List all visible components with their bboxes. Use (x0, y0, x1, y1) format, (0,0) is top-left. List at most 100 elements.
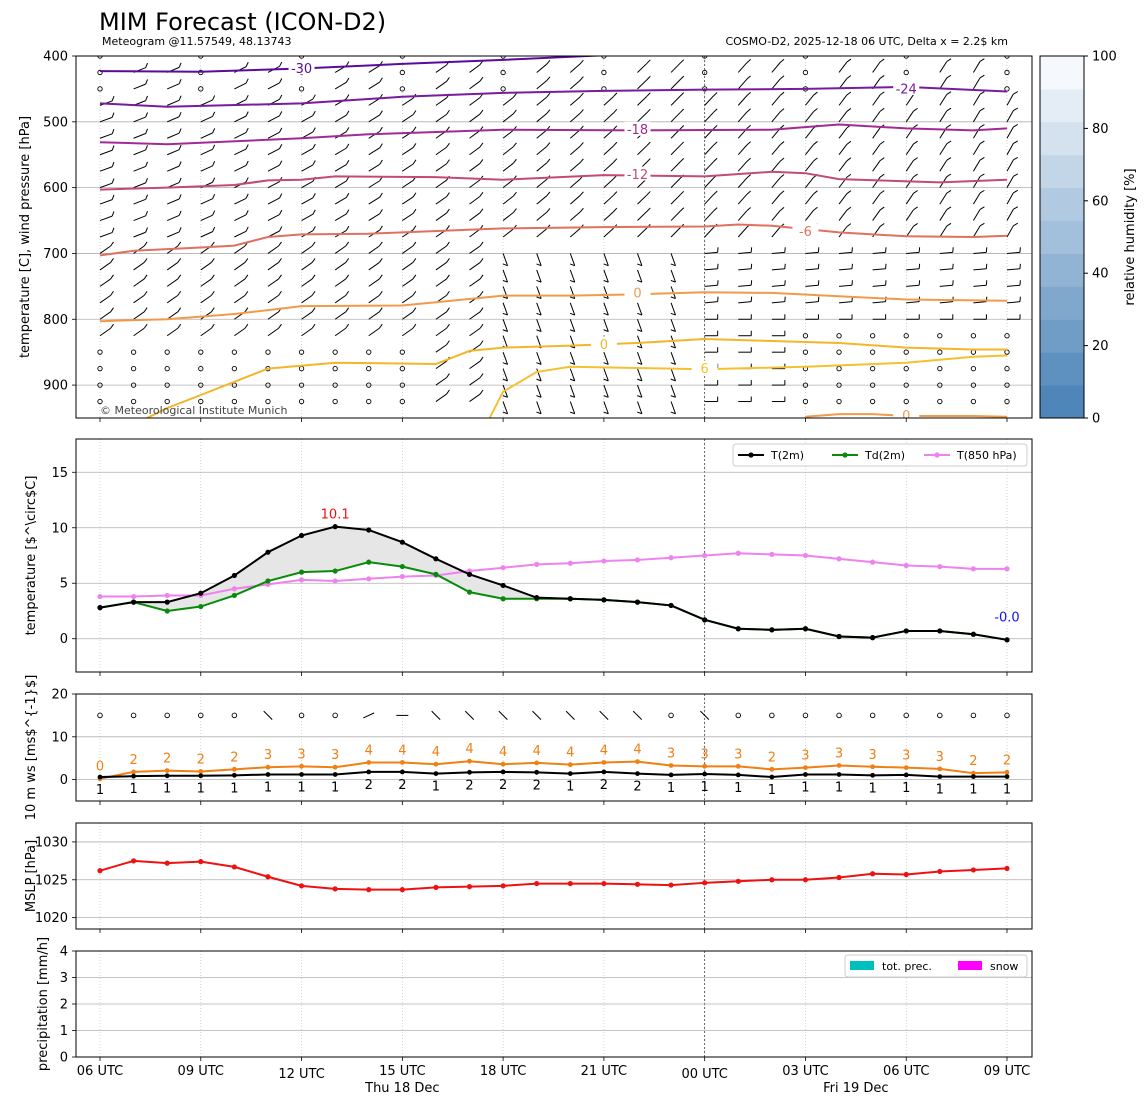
y-tick-label: 1030 (35, 835, 68, 850)
wind-barb (973, 263, 988, 271)
wind-barb-calm (298, 398, 305, 405)
wind-barb (939, 124, 952, 139)
wind-barb-calm (836, 382, 842, 388)
series-point (198, 603, 204, 610)
wind-barb (603, 384, 609, 398)
wind-barb (872, 173, 885, 188)
wind-barb-calm (970, 382, 977, 388)
wind-barb (368, 56, 370, 57)
wind-barb (670, 75, 685, 90)
wind-barb (872, 58, 885, 73)
wind-barb (838, 247, 853, 254)
wind-barb (402, 290, 417, 304)
colorbar-frame (1039, 55, 1085, 419)
colorbar-tick-label: 60 (1092, 194, 1109, 209)
y-tick-label: 900 (43, 379, 68, 394)
wind-barb (402, 110, 417, 123)
wind-barb (905, 124, 918, 139)
wind-barb-calm (97, 365, 103, 372)
series-point (567, 762, 573, 768)
wind-barb (498, 710, 508, 720)
wind-barb (502, 175, 517, 189)
wind-barb (771, 108, 785, 123)
wind-barb-calm (298, 382, 305, 388)
y-axis-label: temperature [$^\circ$C] (24, 476, 39, 636)
isotherm-label-bg (624, 284, 651, 299)
wind-barb (334, 176, 350, 189)
wind-barb (301, 110, 316, 123)
series-point (735, 763, 741, 769)
series-point (870, 871, 876, 877)
wind-barb (805, 263, 820, 271)
wind-barb (133, 241, 148, 254)
wind-barb-calm (366, 365, 372, 372)
wind-barb (166, 274, 182, 287)
wind-barb (402, 323, 417, 337)
wind-barb (771, 75, 785, 90)
series-point (298, 569, 305, 575)
wind-barb-calm (903, 56, 909, 59)
temperature-spread-area (100, 526, 1007, 640)
wind-barb (166, 307, 182, 320)
mean-wind-label: 2 (499, 778, 507, 793)
wind-barb (637, 75, 651, 90)
wind-barb (637, 56, 639, 57)
wind-barb (939, 74, 952, 90)
wind-barb (569, 158, 584, 172)
wind-barb-calm (97, 712, 103, 719)
wind-barb (1006, 189, 1018, 205)
wind-barb (670, 190, 685, 205)
wind-barb (402, 208, 417, 221)
wind-barb-calm (735, 712, 742, 719)
wind-barb (906, 247, 921, 254)
wind-barb (805, 157, 818, 172)
y-tick-label: 10 (51, 521, 68, 536)
chart-subtitle-left: Meteogram @11.57549, 48.13743 (102, 35, 292, 48)
wind-barb (368, 176, 383, 189)
wind-barb (939, 91, 952, 106)
wind-barb (771, 141, 785, 156)
mean-wind-label: 1 (801, 780, 809, 795)
wind-barb (939, 314, 954, 320)
series-point (803, 772, 808, 777)
series-line (100, 552, 1007, 598)
wind-barb (737, 157, 751, 172)
wind-barb (704, 247, 719, 254)
wind-barb (469, 389, 484, 402)
wind-barb (435, 373, 450, 386)
wind-barb-calm (298, 56, 305, 59)
wind-barb (737, 91, 751, 106)
series-point (870, 559, 876, 565)
wind-barb (435, 77, 450, 90)
wind-barb (133, 95, 148, 106)
wind-barb (637, 59, 651, 73)
wind-barb-calm (130, 365, 137, 372)
wind-barb (771, 380, 786, 386)
upper-air-plot: -30 -24 -18 -12 -6 0 0 6 0 (97, 56, 1021, 418)
wind-barb (738, 280, 753, 287)
series-point (466, 571, 473, 577)
isotherm-line (488, 354, 1008, 418)
wind-barb (872, 263, 887, 271)
mean-wind-label: 1 (835, 780, 843, 795)
wind-barb (334, 290, 350, 304)
gust-label: 3 (667, 746, 675, 761)
wind-barb (637, 141, 651, 156)
colorbar: 0 20 40 60 80 100 relative humidity [%] (1039, 50, 1138, 427)
wind-barb-calm (970, 712, 977, 719)
series-point (466, 884, 473, 890)
series-point (769, 774, 775, 780)
colorbar-band (1040, 88, 1084, 123)
gust-label: 2 (197, 752, 205, 767)
wind-barb-calm (802, 349, 809, 355)
panel-frame (75, 438, 1033, 673)
y-tick-label: 15 (51, 466, 68, 481)
series-point (299, 763, 304, 769)
wind-barb (939, 247, 954, 254)
series-point (1004, 769, 1010, 775)
wind-barb (368, 225, 383, 238)
wind-barb (838, 124, 852, 139)
data-annotation: 10.1 (321, 507, 350, 522)
y-tick-label: 1 (60, 1024, 68, 1039)
wind-barb (737, 124, 751, 139)
